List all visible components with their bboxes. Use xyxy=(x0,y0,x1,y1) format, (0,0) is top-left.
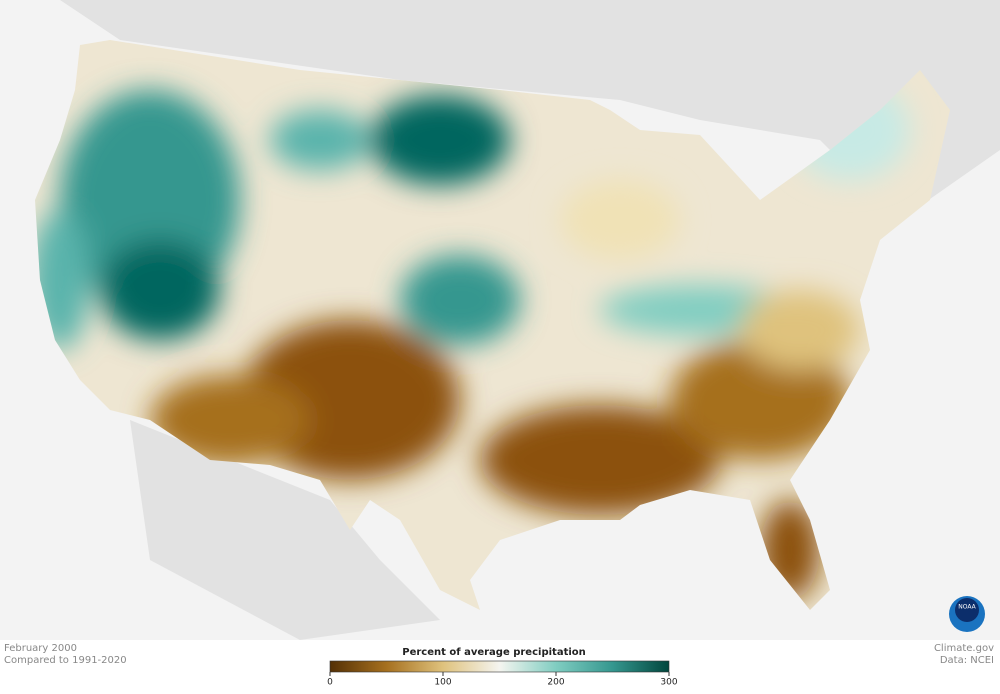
logo-text: NOAA xyxy=(958,604,976,611)
canada xyxy=(0,0,1000,220)
baseline: Compared to 1991-2020 xyxy=(4,655,127,666)
source: Data: NCEI xyxy=(940,655,994,666)
logo-inner xyxy=(955,598,979,622)
legend-title: Percent of average precipitation xyxy=(402,647,586,658)
mexico xyxy=(130,420,440,640)
legend-tick-label: 0 xyxy=(327,678,333,688)
credit: Climate.gov xyxy=(934,643,994,654)
colorbar xyxy=(329,660,670,673)
date: February 2000 xyxy=(4,643,77,654)
legend-tick-label: 300 xyxy=(660,678,677,688)
legend-tick-label: 100 xyxy=(434,678,451,688)
legend-tick-label: 200 xyxy=(547,678,564,688)
